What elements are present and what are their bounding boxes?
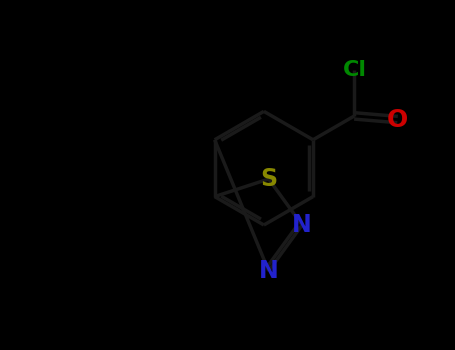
Text: O: O [387, 107, 408, 132]
Text: S: S [260, 167, 277, 191]
Text: N: N [259, 259, 278, 283]
Text: Cl: Cl [343, 61, 366, 80]
Text: N: N [292, 213, 312, 237]
